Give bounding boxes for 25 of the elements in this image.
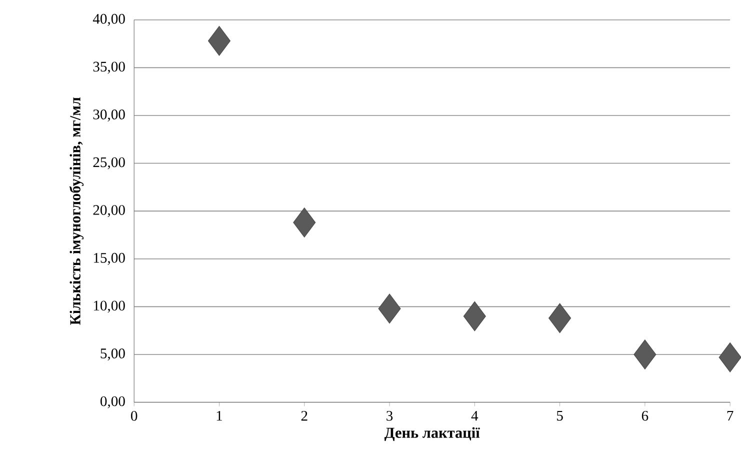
point (463, 301, 486, 332)
y-tick-label: 15,00 (94, 253, 125, 265)
x-tick-label: 1 (216, 411, 222, 421)
point (208, 26, 230, 56)
y-axis-title: Кількість імуноглобулінів, мг/мл (69, 97, 84, 326)
x-axis-title: День лактації (384, 427, 480, 442)
x-tick-label: 7 (727, 411, 734, 421)
x-tick-label: 4 (471, 411, 478, 421)
y-tick-label: 30,00 (93, 110, 125, 122)
x-tick-label: 6 (642, 411, 648, 421)
point (548, 303, 572, 334)
y-tick-label: 40,00 (92, 14, 125, 26)
y-tick-label: 25,00 (93, 157, 125, 170)
y-tick-label: 10,00 (94, 300, 125, 313)
y-tick-label: 20,00 (93, 205, 125, 218)
point (293, 208, 316, 238)
point (634, 340, 656, 370)
y-tick-label: 35,00 (93, 62, 125, 74)
x-tick-label: 0 (131, 411, 138, 421)
x-tick-label: 5 (557, 411, 563, 421)
point (378, 294, 401, 324)
y-tick-label: 0,00 (100, 396, 125, 408)
x-tick-label: 2 (301, 411, 308, 421)
x-tick-label: 3 (386, 411, 393, 421)
y-tick-label: 5,00 (100, 348, 125, 361)
